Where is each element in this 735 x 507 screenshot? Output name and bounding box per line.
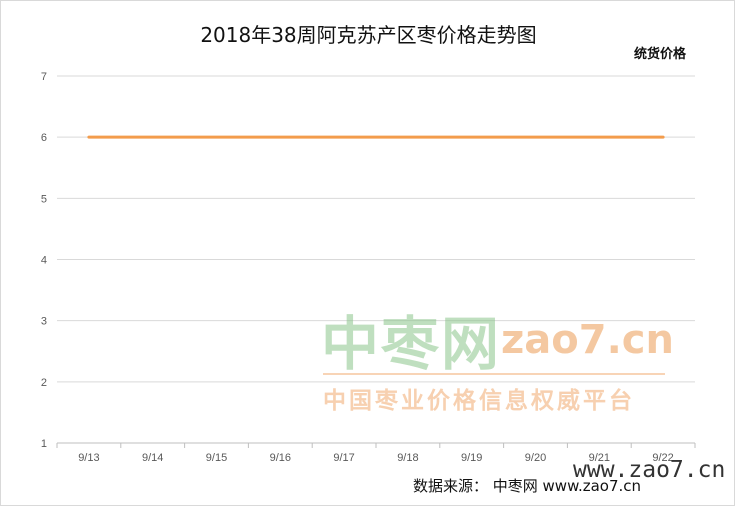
y-tick-label: 2 — [41, 377, 47, 389]
x-tick-label: 9/19 — [461, 452, 482, 464]
y-tick-label: 1 — [41, 438, 47, 450]
legend-label: 统货价格 — [633, 47, 686, 62]
x-tick-label: 9/16 — [270, 452, 291, 464]
watermark-url: zao7.cn — [501, 317, 674, 363]
x-tick-label: 9/13 — [78, 452, 99, 464]
x-tick-label: 9/20 — [525, 452, 546, 464]
y-tick-label: 4 — [41, 255, 47, 267]
y-tick-label: 3 — [41, 316, 47, 328]
x-tick-label: 9/21 — [589, 452, 610, 464]
source-text: 数据来源： 中枣网 www.zao7.cn — [413, 477, 642, 495]
x-tick-label: 9/15 — [206, 452, 227, 464]
y-tick-label: 6 — [41, 132, 47, 144]
x-tick-label: 9/18 — [397, 452, 418, 464]
watermark-slogan: 中国枣业价格信息权威平台 — [323, 388, 635, 414]
watermark-rule — [323, 373, 665, 375]
y-tick-label: 5 — [41, 193, 47, 205]
y-tick-label: 7 — [41, 71, 47, 83]
x-tick-label: 9/22 — [652, 452, 673, 464]
watermark-brand: 中枣网 — [321, 310, 502, 378]
watermark-url-bottom: www.zao7.cn — [573, 457, 726, 483]
x-tick-label: 9/14 — [142, 452, 163, 464]
chart-title: 2018年38周阿克苏产区枣价格走势图 — [200, 23, 537, 47]
x-tick-label: 9/17 — [333, 452, 354, 464]
